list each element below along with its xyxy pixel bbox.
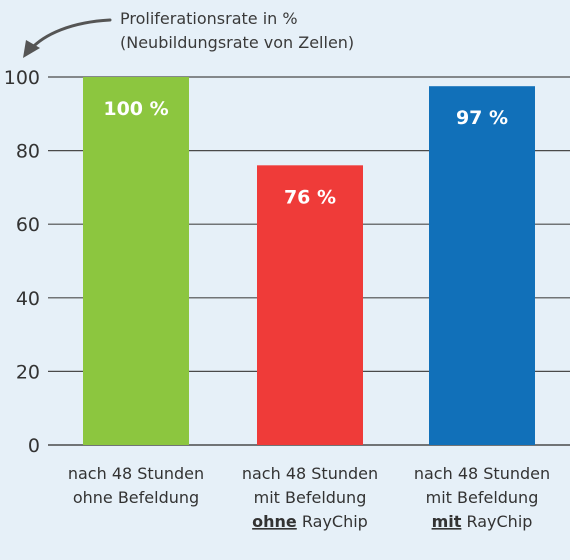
category-label-1-line-1: nach 48 Stunden: [68, 464, 204, 483]
bar-2: [257, 165, 363, 445]
category-label-2-line-2: mit Befeldung: [254, 488, 367, 507]
y-tick-label-0: 0: [28, 435, 40, 457]
category-label-3-line-1: nach 48 Stunden: [414, 464, 550, 483]
y-tick-label-100: 100: [4, 67, 40, 89]
y-axis-title-line-2: (Neubildungsrate von Zellen): [120, 33, 354, 52]
category-label-2-line-3: ohne RayChip: [252, 512, 368, 531]
arrow-curve: [28, 18, 112, 52]
category-label-3-line-2: mit Befeldung: [426, 488, 539, 507]
y-tick-label-40: 40: [16, 288, 40, 310]
y-tick-label-60: 60: [16, 214, 40, 236]
arrow-head-icon: [23, 40, 40, 58]
y-tick-label-80: 80: [16, 141, 40, 163]
category-label-1-line-2: ohne Befeldung: [73, 488, 199, 507]
bar-3: [429, 86, 535, 445]
y-axis-title-line-1: Proliferationsrate in %: [120, 9, 298, 28]
category-label-2-line-1: nach 48 Stunden: [242, 464, 378, 483]
category-label-3-line-3: mit RayChip: [432, 512, 533, 531]
y-tick-label-20: 20: [16, 361, 40, 383]
data-label-1: 100 %: [103, 98, 168, 120]
bar-1: [83, 77, 189, 445]
data-label-3: 97 %: [456, 107, 508, 129]
data-label-2: 76 %: [284, 186, 336, 208]
